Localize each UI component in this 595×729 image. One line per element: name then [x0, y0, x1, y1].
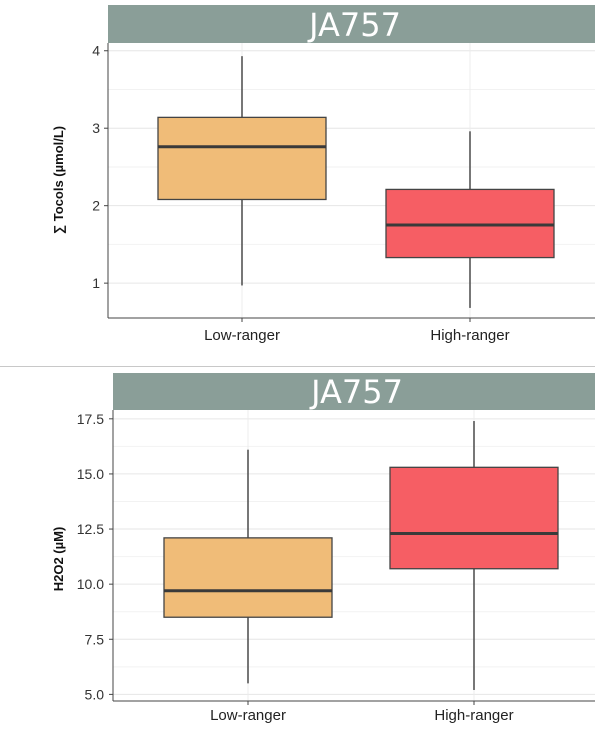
y-tick-label: 5.0: [85, 686, 105, 702]
h2o2-boxplot-panel: JA757 5.0 7.5 10.0 12.5 15.0 17.5 Low-ranger Hi…: [0, 367, 595, 729]
y-tick-label: 10.0: [77, 576, 104, 592]
y-tick-label: 7.5: [85, 631, 105, 647]
box-high-ranger: [385, 188, 555, 259]
y-tick-label: 2: [92, 198, 100, 214]
tocols-boxplot: JA757 1 2 3 4 Low-ranger High-ranger ∑ Tocols…: [51, 5, 595, 344]
box-high-ranger: [389, 466, 559, 570]
facet-strip-label: JA757: [307, 6, 401, 44]
facet-strip-label: JA757: [309, 373, 403, 411]
plot-area: 5.0 7.5 10.0 12.5 15.0 17.5 Low-ranger High-ran…: [77, 410, 595, 724]
plot-area: 1 2 3 4 Low-ranger High-ranger: [92, 43, 595, 344]
y-tick-label: 12.5: [77, 521, 104, 537]
facet-strip: [108, 5, 595, 43]
x-tick-label: Low-ranger: [204, 327, 280, 344]
panel-divider: [0, 366, 595, 367]
box-low-ranger: [157, 116, 327, 201]
h2o2-boxplot: JA757 5.0 7.5 10.0 12.5 15.0 17.5 Low-ranger Hi…: [51, 373, 595, 724]
box-low-ranger: [163, 537, 333, 618]
x-tick-label: High-ranger: [430, 327, 509, 344]
y-tick-label: 15.0: [77, 466, 104, 482]
x-tick-label: High-ranger: [434, 707, 513, 724]
tocols-boxplot-panel: JA757 1 2 3 4 Low-ranger High-ranger ∑ Tocols…: [0, 0, 595, 360]
x-tick-label: Low-ranger: [210, 707, 286, 724]
y-tick-label: 1: [92, 275, 100, 291]
y-tick-label: 17.5: [77, 411, 104, 427]
y-axis-title: ∑ Tocols (µmol/L): [51, 126, 66, 234]
y-tick-label: 3: [92, 120, 100, 136]
y-axis-title: H2O2 (µM): [51, 527, 66, 592]
facet-strip: [113, 373, 595, 410]
y-tick-label: 4: [92, 43, 100, 59]
